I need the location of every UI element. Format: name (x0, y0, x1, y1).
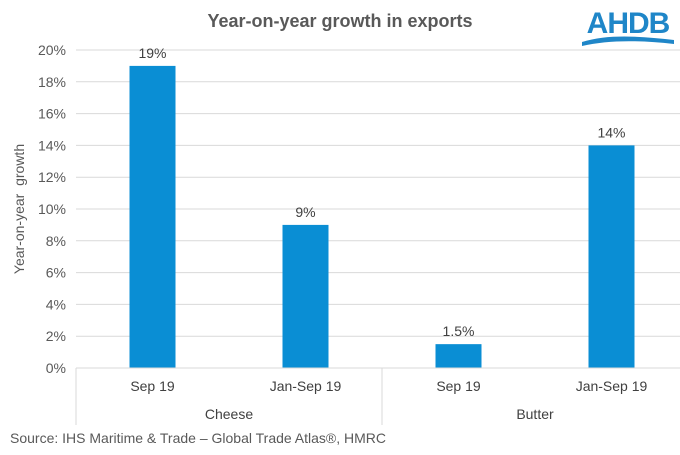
data-label: 19% (138, 45, 166, 61)
ahdb-logo: AHDB (582, 7, 674, 46)
x-axis: Sep 19 Jan-Sep 19 Cheese Sep 19 Jan-Sep 19 Bu… (75, 367, 680, 425)
x-tick-label: Sep 19 (436, 378, 481, 394)
x-group-label: Butter (516, 406, 554, 422)
logo-wave-icon (582, 36, 674, 46)
y-tick-label: 12% (38, 169, 66, 185)
y-tick-label: 10% (38, 201, 66, 217)
bars (129, 65, 635, 369)
data-labels: 19% 9% 1.5% 14% (138, 45, 625, 339)
y-tick-label: 16% (38, 106, 66, 122)
y-axis-ticks: 0% 2% 4% 6% 8% 10% 12% 14% 16% 18% 20% (38, 42, 66, 376)
gridlines (76, 49, 680, 337)
data-label: 1.5% (443, 323, 475, 339)
y-axis-label: Year-on-year growth (11, 144, 27, 274)
y-tick-label: 0% (46, 360, 66, 376)
x-tick-label: Sep 19 (130, 378, 175, 394)
y-tick-label: 14% (38, 137, 66, 153)
x-group-label: Cheese (205, 406, 253, 422)
data-label: 14% (597, 124, 625, 140)
source-note: Source: IHS Maritime & Trade – Global Tr… (10, 430, 387, 446)
y-tick-label: 20% (38, 42, 66, 58)
x-tick-label: Jan-Sep 19 (576, 378, 648, 394)
y-tick-label: 2% (46, 328, 66, 344)
bar (435, 344, 482, 368)
y-tick-label: 4% (46, 296, 66, 312)
bar (129, 65, 176, 369)
logo-text: AHDB (587, 7, 670, 40)
x-tick-label: Jan-Sep 19 (270, 378, 342, 394)
bar (588, 145, 635, 368)
chart-title: Year-on-year growth in exports (207, 11, 472, 31)
bar (282, 224, 329, 368)
data-label: 9% (295, 204, 315, 220)
y-tick-label: 8% (46, 233, 66, 249)
y-tick-label: 18% (38, 74, 66, 90)
y-tick-label: 6% (46, 265, 66, 281)
